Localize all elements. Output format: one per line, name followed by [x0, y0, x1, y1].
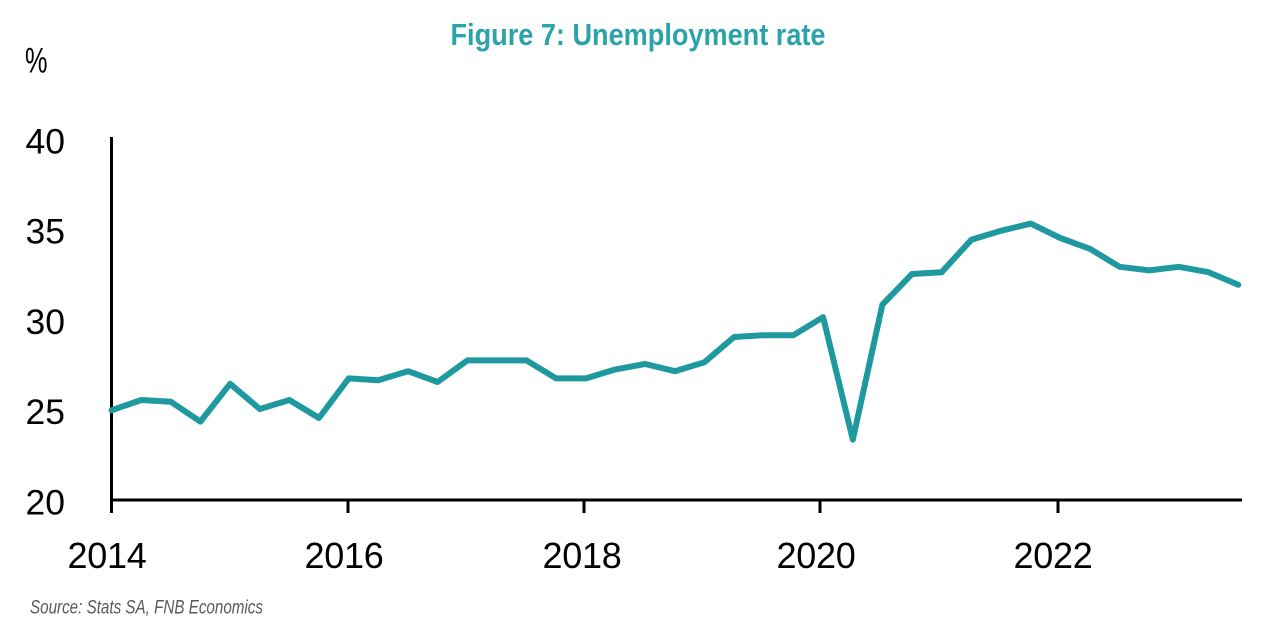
- svg-text:2022: 2022: [1014, 535, 1093, 576]
- svg-text:30: 30: [26, 302, 66, 342]
- svg-text:20: 20: [26, 482, 66, 522]
- svg-text:%: %: [25, 42, 48, 81]
- svg-text:2020: 2020: [777, 535, 856, 576]
- svg-text:2016: 2016: [305, 535, 384, 576]
- svg-text:25: 25: [26, 392, 66, 432]
- svg-text:Figure 7: Unemployment rate: Figure 7: Unemployment rate: [451, 17, 826, 52]
- svg-text:Source: Stats SA, FNB Economic: Source: Stats SA, FNB Economics: [30, 598, 263, 619]
- svg-text:2014: 2014: [68, 535, 147, 576]
- svg-text:35: 35: [26, 212, 66, 252]
- svg-text:2018: 2018: [543, 535, 622, 576]
- svg-text:40: 40: [26, 122, 66, 162]
